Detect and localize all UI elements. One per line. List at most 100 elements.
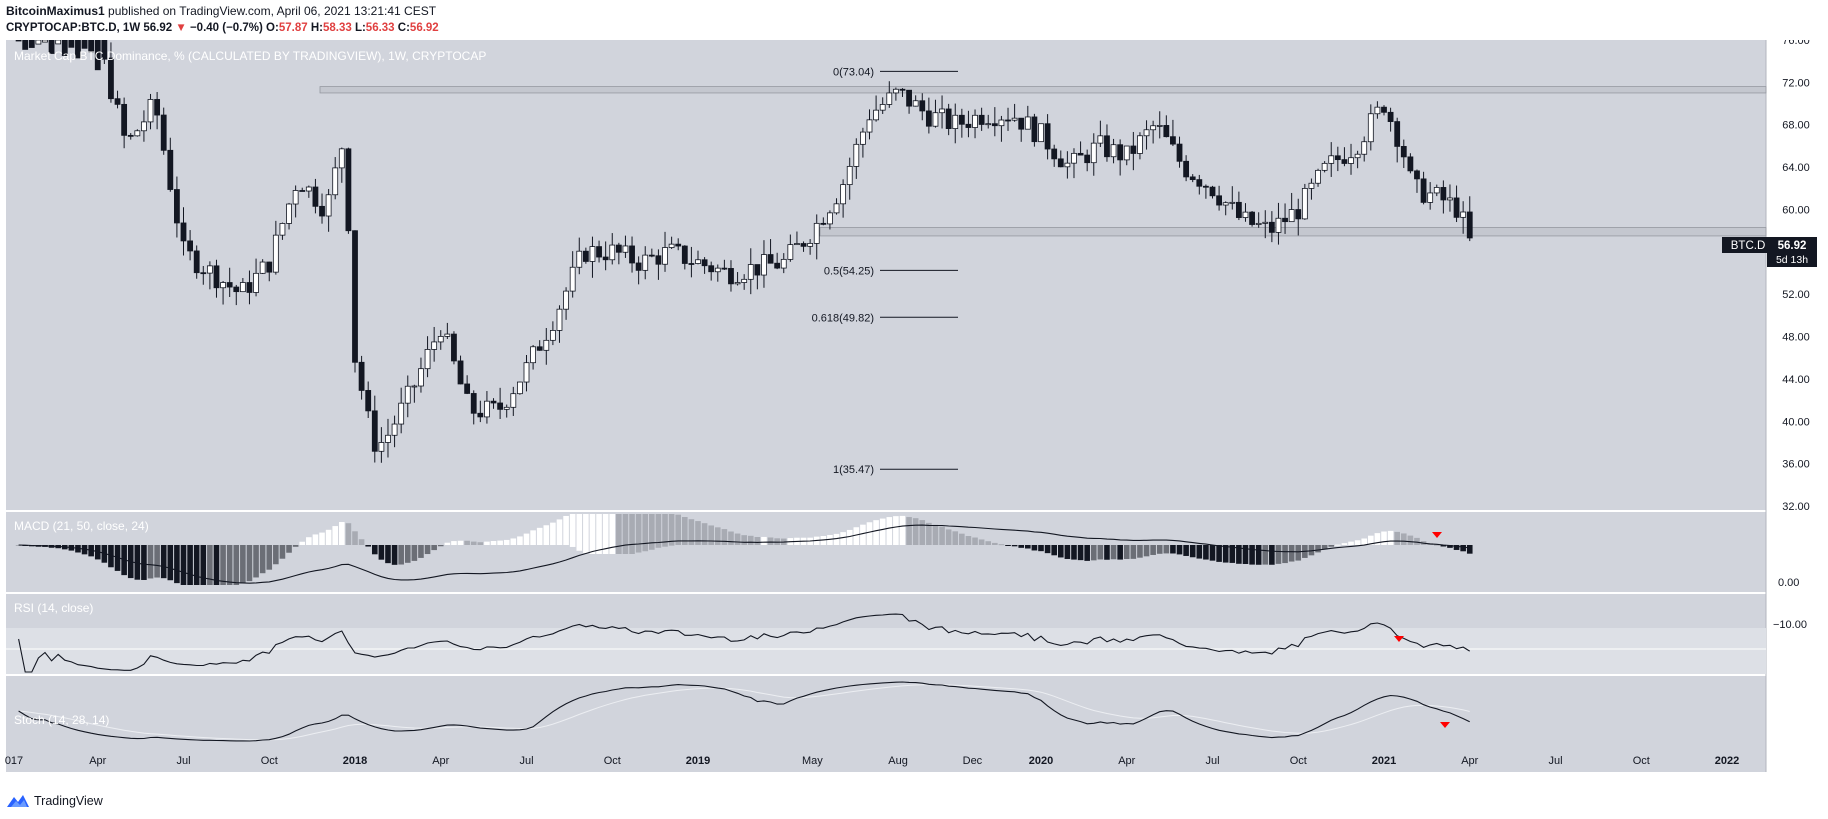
macd-histogram-bar: [404, 545, 411, 563]
macd-histogram-bar: [714, 527, 721, 545]
tradingview-logo-icon[interactable]: [6, 794, 30, 808]
fib-level-label: 1(35.47): [833, 464, 874, 476]
resistance-zone[interactable]: [319, 86, 1767, 94]
macd-histogram-bar: [1051, 545, 1057, 556]
macd-histogram-bar: [833, 533, 840, 545]
time-axis-labels: 017 Apr Jul Oct 2018 Apr Jul Oct 2019 May Aug Dec 20…: [5, 755, 1739, 767]
candle: [510, 386, 517, 416]
candle: [226, 267, 233, 298]
candle: [714, 264, 721, 282]
candle-body: [1117, 144, 1124, 161]
low-value: 56.33: [365, 22, 395, 34]
macd-histogram-bar: [457, 540, 464, 545]
time-tick-label: 2020: [1029, 755, 1053, 767]
candle: [523, 354, 530, 392]
candle-body: [1288, 209, 1295, 223]
macd-histogram-bar: [134, 545, 141, 580]
candle-body: [1104, 135, 1110, 158]
candle: [259, 259, 266, 274]
candle-body: [404, 385, 411, 404]
candle-body: [299, 190, 306, 192]
macd-histogram-bar: [503, 539, 510, 545]
macd-histogram-bar: [668, 514, 675, 546]
candle-body: [1097, 135, 1104, 144]
time-axis[interactable]: [6, 748, 1766, 772]
candle: [371, 395, 378, 463]
candle-body: [193, 250, 200, 274]
macd-histogram-bar: [332, 526, 339, 545]
candle: [477, 400, 484, 423]
candle-body: [932, 112, 939, 127]
candle: [253, 258, 259, 297]
candle-body: [160, 114, 167, 151]
candle-body: [437, 335, 444, 343]
footer: TradingView: [6, 790, 103, 812]
price-tick-label: 32.00: [1782, 501, 1810, 513]
macd-histogram-bar: [437, 545, 444, 547]
candle-body: [292, 190, 299, 205]
candle: [886, 81, 893, 108]
macd-histogram-bar: [952, 531, 959, 545]
candle-body: [332, 167, 339, 196]
candle-body: [787, 244, 794, 260]
candle: [549, 321, 556, 346]
candle: [174, 176, 180, 238]
macd-histogram-bar: [470, 541, 477, 545]
macd-histogram-bar: [108, 545, 114, 568]
candle-body: [28, 40, 35, 48]
macd-pane[interactable]: [6, 512, 1766, 592]
macd-histogram-bar: [365, 545, 371, 547]
candle-body: [180, 222, 187, 242]
candle-body: [939, 108, 945, 114]
candle-body: [35, 40, 42, 45]
candle: [800, 241, 807, 252]
fibonacci-retracement[interactable]: 0(73.04) 0.5(54.25) 0.618(49.82) 1(35.47): [812, 66, 958, 476]
macd-histogram-bar: [1407, 535, 1414, 545]
candle: [1433, 184, 1440, 197]
candle-body: [1011, 117, 1018, 121]
macd-histogram-bar: [543, 525, 550, 545]
candle: [985, 114, 992, 129]
candle: [134, 129, 141, 137]
tradingview-brand[interactable]: TradingView: [34, 794, 103, 808]
candle: [813, 214, 820, 260]
candle-body: [701, 259, 708, 267]
stoch-pane[interactable]: [6, 676, 1766, 748]
price-tick-label: 68.00: [1782, 120, 1810, 132]
author-name[interactable]: BitcoinMaximus1: [6, 4, 105, 18]
time-tick-label: Jul: [1548, 755, 1562, 767]
candle-body: [774, 262, 781, 269]
macd-histogram-bar: [550, 522, 556, 545]
chart-area[interactable]: 0(73.04) 0.5(54.25) 0.618(49.82) 1(35.47) 7…: [0, 40, 1828, 785]
macd-histogram-bar: [207, 545, 213, 585]
candle: [563, 287, 569, 320]
candle: [1005, 107, 1011, 131]
price-axis[interactable]: 76.0072.0068.0064.0060.0056.0052.0048.00…: [1782, 40, 1810, 513]
candle-body: [48, 40, 55, 54]
candle-body: [484, 400, 490, 418]
candle-body: [1387, 111, 1394, 122]
candle-body: [134, 130, 141, 137]
main-pane[interactable]: [6, 40, 1766, 510]
candle: [418, 357, 424, 393]
candle-body: [497, 402, 504, 410]
symbol-tag-text: BTC.D: [1731, 240, 1766, 252]
change-arrow-icon: ▼: [175, 22, 187, 34]
macd-histogram-bar: [1269, 545, 1275, 565]
candle-body: [121, 103, 128, 136]
support-zone[interactable]: [819, 227, 1767, 237]
candle-body: [108, 57, 114, 100]
macd-tick-0: 0.00: [1778, 577, 1799, 589]
candle-body: [747, 264, 754, 280]
candle: [1414, 169, 1420, 193]
candle: [1216, 185, 1222, 211]
candle-body: [1268, 221, 1275, 233]
candle-body: [101, 40, 108, 60]
candle-body: [635, 262, 642, 271]
candle: [55, 40, 62, 45]
macd-histogram-bar: [1447, 545, 1453, 548]
symbol-tag: [1722, 237, 1774, 253]
candle-body: [154, 99, 161, 116]
candle-body: [820, 222, 827, 225]
rsi-legend: RSI (14, close): [14, 601, 93, 615]
